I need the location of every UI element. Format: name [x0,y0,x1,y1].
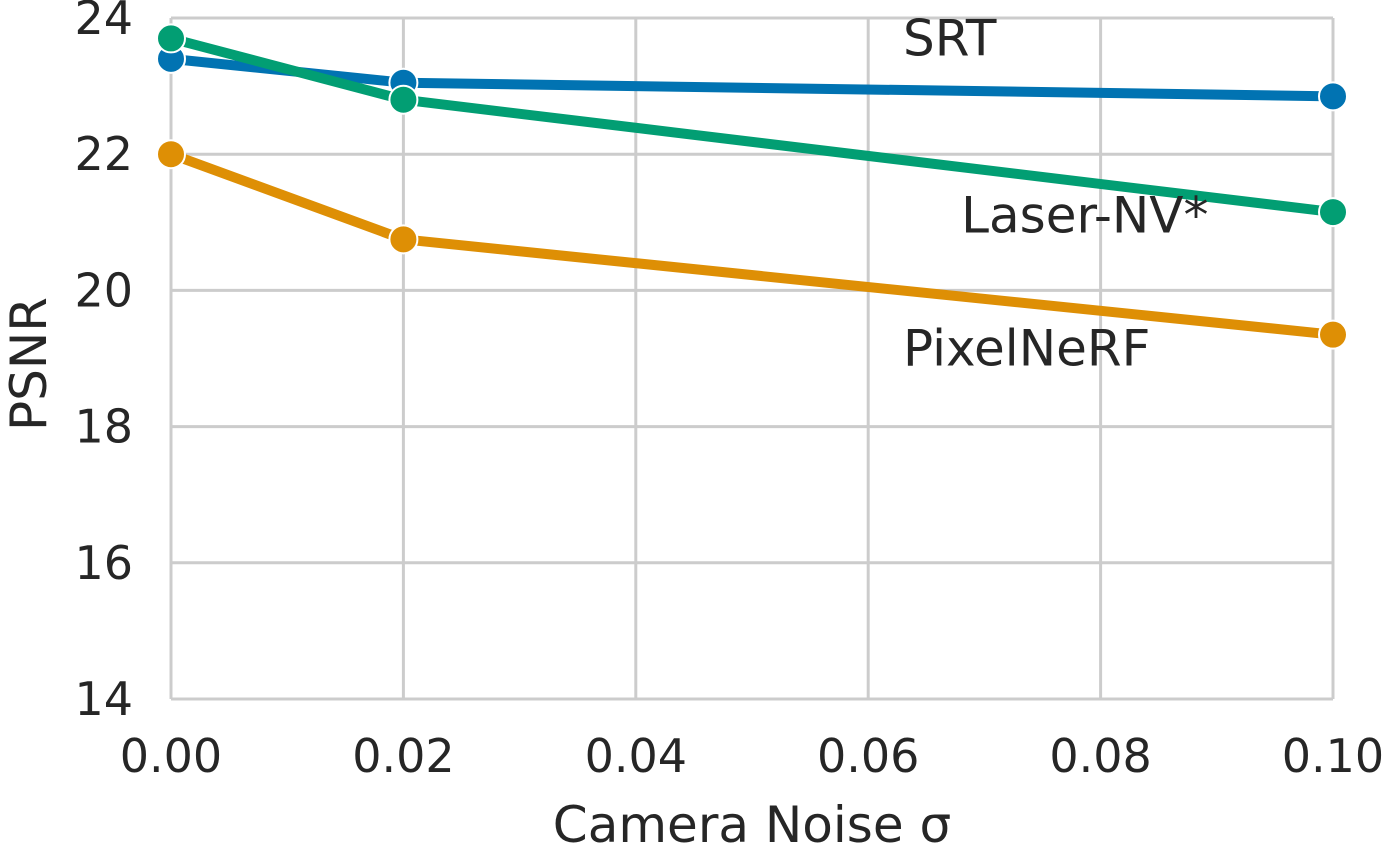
data-point-pixelnerf [156,139,186,170]
x-tick-label: 0.08 [1049,729,1151,783]
y-axis-title: PSNR [0,297,58,431]
series-laser-nv [156,23,1348,228]
y-tick-label: 18 [74,400,133,454]
data-point-srt [1318,81,1348,112]
y-tick-label: 24 [74,0,133,45]
y-tick-label: 20 [74,263,133,317]
x-tick-label: 0.04 [585,729,687,783]
y-tick-label: 14 [74,672,133,726]
data-point-pixelnerf [1318,319,1348,350]
series-label-laser-nv: Laser-NV* [961,187,1208,245]
series-label-srt: SRT [903,9,997,67]
series-line-srt [166,53,1338,102]
grid [169,16,1335,701]
data-point-laser-nv [156,23,186,54]
series-label-pixelnerf: PixelNeRF [903,319,1150,377]
series-pixelnerf [156,139,1348,350]
y-axis-ticks: 14 16 18 20 22 24 [74,0,133,726]
y-tick-label: 16 [74,536,133,590]
x-tick-label: 0.10 [1282,729,1384,783]
x-tick-label: 0.00 [120,729,222,783]
x-tick-label: 0.06 [817,729,919,783]
series-layer [156,23,1348,350]
data-point-laser-nv [1318,197,1348,228]
data-point-laser-nv [388,84,419,115]
x-axis-ticks: 0.00 0.02 0.04 0.06 0.08 0.10 [120,729,1384,783]
x-tick-label: 0.02 [352,729,454,783]
series-labels: SRT Laser-NV* PixelNeRF [903,9,1208,377]
data-point-pixelnerf [388,224,419,255]
y-tick-label: 22 [74,127,133,181]
x-axis-title: Camera Noise σ [553,796,951,854]
